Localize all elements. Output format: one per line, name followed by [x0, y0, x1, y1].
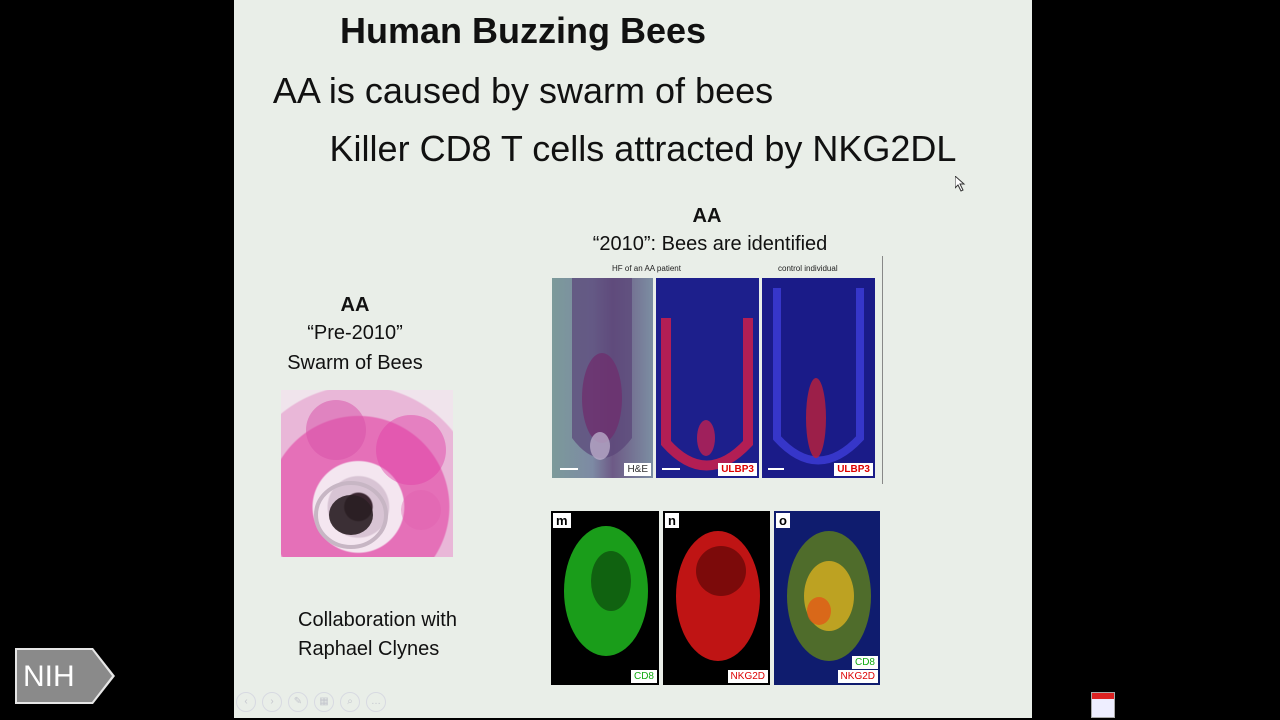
scale-bar-ulbp3-control	[768, 468, 784, 470]
panel-merge: o CD8 NKG2D	[774, 511, 880, 685]
scale-bar-ulbp3-patient	[662, 468, 680, 470]
label-ulbp3-patient: ULBP3	[718, 463, 757, 476]
scale-bar-he	[560, 468, 578, 470]
histology-detail	[306, 400, 446, 549]
letter-o: o	[776, 513, 790, 528]
right-subheader: “2010”: Bees are identified	[592, 233, 828, 255]
caption-patient: HF of an AA patient	[612, 264, 681, 273]
nih-logo-text: NIH	[23, 660, 75, 693]
slide-subtitle-line2: Killer CD8 T cells attracted by NKG2DL	[329, 128, 957, 169]
slideshow-control-icons[interactable]: ‹ › ✎ ▦ ⌕ …	[236, 692, 386, 712]
panel-nkg2d: n NKG2D	[663, 511, 770, 685]
zoom-icon[interactable]: ⌕	[340, 692, 360, 712]
panel-cd8: m CD8	[551, 511, 659, 685]
nih-logo-icon: NIH	[15, 648, 115, 704]
panel-he: H&E	[552, 278, 653, 478]
next-slide-icon[interactable]: ›	[262, 692, 282, 712]
nkg2d-stain	[676, 531, 760, 661]
collab-line2: Raphael Clynes	[298, 638, 440, 660]
label-merge-nkg2d: NKG2D	[837, 670, 878, 683]
letter-m: m	[553, 513, 571, 528]
ulbp3-patient-stain	[661, 318, 753, 471]
panel-ulbp3-control: ULBP3	[762, 278, 875, 478]
app-icon[interactable]	[1091, 692, 1115, 718]
label-he: H&E	[624, 463, 651, 476]
histology-image-pre2010	[281, 390, 453, 557]
left-pre2010: “Pre-2010”	[307, 322, 403, 344]
cd8-stain	[564, 526, 648, 656]
collaboration-note: Collaboration with Raphael Clynes	[298, 606, 457, 664]
ulbp3-control-stain	[773, 288, 864, 465]
slide-title: Human Buzzing Bees	[339, 10, 707, 51]
collab-line1: Collaboration with	[298, 609, 457, 631]
merge-stain	[787, 531, 871, 661]
slides-grid-icon[interactable]: ▦	[314, 692, 334, 712]
figure-divider	[882, 256, 883, 484]
panel-ulbp3-patient: ULBP3	[656, 278, 759, 478]
caption-control: control individual	[778, 264, 838, 273]
label-nkg2d: NKG2D	[727, 670, 768, 683]
left-header: AA	[340, 294, 370, 316]
left-swarm-of-bees: Swarm of Bees	[287, 352, 423, 374]
he-follicle	[572, 278, 632, 460]
label-ulbp3-control: ULBP3	[834, 463, 873, 476]
previous-slide-icon[interactable]: ‹	[236, 692, 256, 712]
app-icon-bar	[1092, 693, 1114, 699]
slide-subtitle-line1: AA is caused by swarm of bees	[272, 70, 774, 111]
cursor-icon	[955, 176, 966, 192]
pen-icon[interactable]: ✎	[288, 692, 308, 712]
label-merge-cd8: CD8	[851, 656, 878, 669]
letter-n: n	[665, 513, 679, 528]
more-options-icon[interactable]: …	[366, 692, 386, 712]
right-header: AA	[692, 205, 722, 227]
label-cd8: CD8	[630, 670, 657, 683]
